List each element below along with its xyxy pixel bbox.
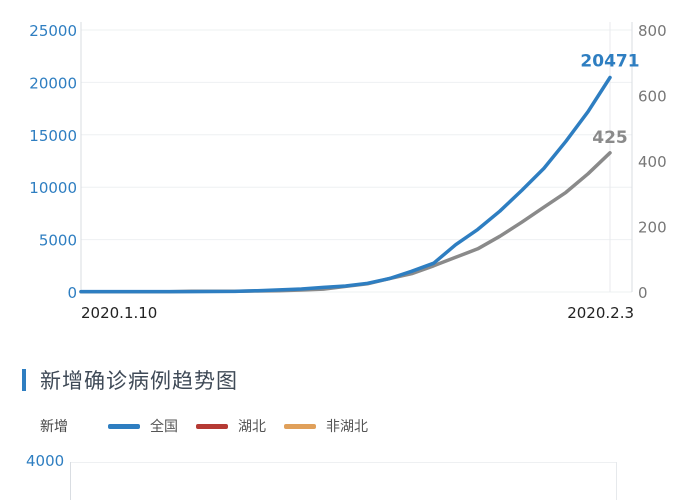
legend-label: 湖北 <box>238 419 266 435</box>
y-right-tick-label: 0 <box>638 284 648 302</box>
x-start-label: 2020.1.10 <box>81 304 157 322</box>
right-axis-ticks: 0 200 400 600 800 <box>638 22 667 302</box>
series-end-label-non-hubei: 425 <box>592 128 628 148</box>
y-right-tick-label: 400 <box>638 153 667 171</box>
series-end-label-national: 20471 <box>580 51 639 71</box>
y-axis-line <box>70 462 71 500</box>
title-accent-bar <box>22 369 26 391</box>
legend-swatch <box>108 423 140 429</box>
legend-swatch <box>196 423 228 429</box>
legend-item-national[interactable]: 全国 <box>108 416 178 436</box>
series-line-national <box>79 75 612 294</box>
grid-layer <box>80 22 633 293</box>
legend-swatch <box>284 423 316 429</box>
y-right-tick-label: 800 <box>638 22 667 40</box>
y-axis-line-right <box>616 462 617 500</box>
y-left-tick-label: 10000 <box>29 179 77 197</box>
x-end-label: 2020.2.3 <box>567 304 634 322</box>
y-right-tick-label: 600 <box>638 88 667 106</box>
y-left-tick-label: 25000 <box>29 22 77 40</box>
legend-item-hubei[interactable]: 湖北 <box>196 416 266 436</box>
y-left-tick-label: 5000 <box>39 232 77 250</box>
legend-label: 非湖北 <box>326 419 368 435</box>
y-tick-label: 4000 <box>26 452 65 470</box>
legend-item-non-hubei[interactable]: 非湖北 <box>284 416 368 436</box>
left-axis-ticks: 0 5000 10000 15000 20000 25000 <box>29 22 77 302</box>
legend-row: 新增 全国 湖北 非湖北 <box>40 414 386 438</box>
y-left-tick-label: 0 <box>67 284 77 302</box>
y-left-tick-label: 20000 <box>29 74 77 92</box>
grid-line <box>70 462 616 463</box>
legend-label: 全国 <box>150 419 178 435</box>
y-right-tick-label: 200 <box>638 219 667 237</box>
y-left-tick-label: 15000 <box>29 127 77 145</box>
series-lines <box>79 75 612 294</box>
section-title: 新增确诊病例趋势图 <box>22 364 238 396</box>
y-axis-label: 新增 <box>40 419 68 435</box>
chart-title: 新增确诊病例趋势图 <box>40 369 238 393</box>
series-line-non-hubei <box>79 151 612 294</box>
